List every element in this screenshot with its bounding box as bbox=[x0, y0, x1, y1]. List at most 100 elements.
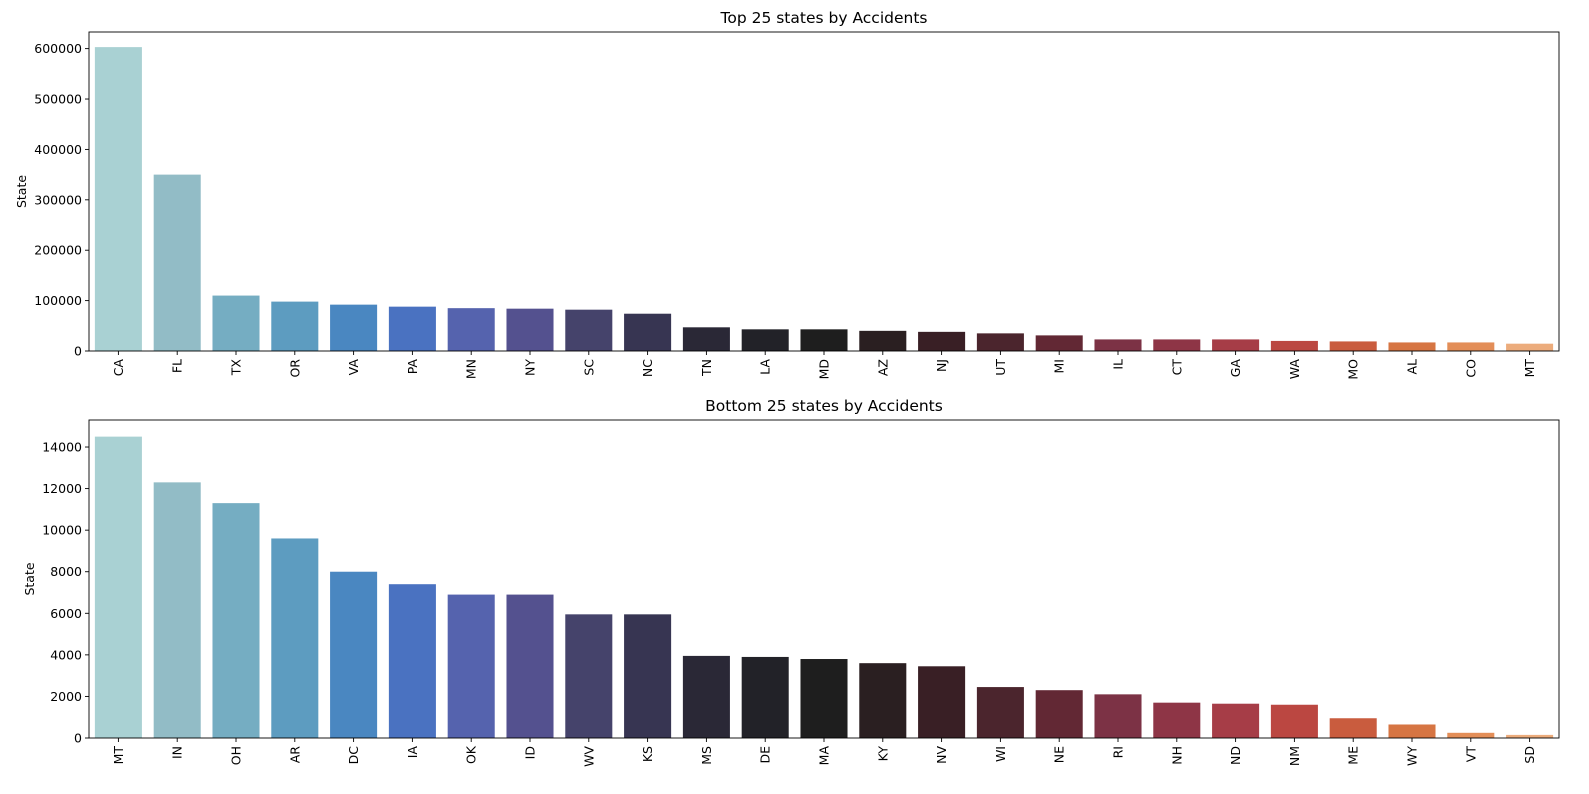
bar-nv bbox=[918, 666, 966, 738]
y-axis-label: State bbox=[14, 175, 29, 208]
bar-sd bbox=[1506, 734, 1554, 738]
y-tick-label: 600000 bbox=[34, 41, 82, 56]
y-tick-label: 500000 bbox=[34, 92, 82, 107]
bar-ms bbox=[682, 655, 730, 738]
x-tick-label-wy: WY bbox=[1405, 746, 1420, 766]
x-tick-label-sd: SD bbox=[1522, 746, 1537, 764]
bar-nc bbox=[624, 313, 672, 351]
x-tick-label-ga: GA bbox=[1228, 359, 1243, 378]
y-tick-label: 0 bbox=[74, 344, 82, 359]
chart-title: Bottom 25 states by Accidents bbox=[705, 397, 943, 415]
bar-wy bbox=[1388, 724, 1436, 738]
x-tick-label-fl: FL bbox=[170, 359, 185, 373]
x-tick-label-sc: SC bbox=[581, 359, 596, 376]
y-tick-label: 6000 bbox=[50, 606, 82, 621]
bar-ne bbox=[1035, 690, 1083, 738]
bar-ga bbox=[1212, 339, 1260, 351]
bar-fl bbox=[153, 174, 201, 351]
bar-md bbox=[800, 329, 848, 351]
bar-in bbox=[153, 482, 201, 738]
x-tick-label-nv: NV bbox=[934, 746, 949, 764]
x-tick-label-nc: NC bbox=[640, 359, 655, 377]
x-tick-label-ky: KY bbox=[875, 746, 890, 762]
x-tick-label-or: OR bbox=[287, 359, 302, 378]
x-tick-label-vt: VT bbox=[1463, 746, 1478, 763]
x-tick-label-in: IN bbox=[170, 746, 185, 759]
y-tick-label: 200000 bbox=[34, 243, 82, 258]
x-tick-label-wa: WA bbox=[1287, 359, 1302, 380]
x-tick-label-ne: NE bbox=[1052, 746, 1067, 763]
x-tick-label-nd: ND bbox=[1228, 746, 1243, 765]
bar-pa bbox=[388, 306, 436, 351]
x-tick-label-ny: NY bbox=[523, 359, 538, 376]
bar-mn bbox=[447, 308, 495, 351]
bar-ct bbox=[1153, 339, 1201, 351]
x-tick-label-ut: UT bbox=[993, 359, 1008, 376]
bar-sc bbox=[565, 309, 613, 351]
x-tick-label-mi: MI bbox=[1052, 359, 1067, 373]
x-tick-label-ks: KS bbox=[640, 746, 655, 762]
x-tick-label-dc: DC bbox=[346, 746, 361, 765]
x-tick-label-mt: MT bbox=[111, 746, 126, 765]
chart-panel-2: 0 2000 4000 6000 8000 10000 12000 14000 MT IN OH AR… bbox=[22, 397, 1560, 767]
x-tick-label-tx: TX bbox=[229, 359, 244, 377]
bar-ny bbox=[506, 308, 554, 351]
x-tick-label-me: ME bbox=[1346, 746, 1361, 765]
y-tick-label: 100000 bbox=[34, 293, 82, 308]
x-tick-label-ar: AR bbox=[287, 746, 302, 764]
y-tick-label: 4000 bbox=[50, 647, 82, 662]
x-tick-label-mt: MT bbox=[1522, 359, 1537, 378]
x-tick-label-ct: CT bbox=[1169, 359, 1184, 376]
bar-la bbox=[741, 329, 789, 351]
bar-wa bbox=[1270, 340, 1318, 351]
bar-me bbox=[1329, 718, 1377, 738]
bar-tx bbox=[212, 295, 260, 351]
x-tick-label-va: VA bbox=[346, 359, 361, 376]
x-tick-label-id: ID bbox=[523, 746, 538, 759]
x-tick-label-oh: OH bbox=[229, 746, 244, 765]
y-tick-label: 12000 bbox=[42, 481, 82, 496]
bar-ks bbox=[624, 614, 672, 738]
bar-co bbox=[1447, 342, 1495, 351]
x-tick-label-ia: IA bbox=[405, 746, 420, 759]
x-tick-label-pa: PA bbox=[405, 359, 420, 375]
bar-id bbox=[506, 594, 554, 738]
y-tick-label: 14000 bbox=[42, 440, 82, 455]
x-tick-label-la: LA bbox=[758, 359, 773, 375]
bar-ok bbox=[447, 594, 495, 738]
bar-va bbox=[330, 304, 378, 351]
bar-ar bbox=[271, 538, 319, 738]
x-tick-label-ok: OK bbox=[464, 745, 479, 764]
x-tick-label-ca: CA bbox=[111, 359, 126, 377]
bar-ri bbox=[1094, 694, 1142, 738]
x-tick-label-az: AZ bbox=[875, 359, 890, 376]
bar-or bbox=[271, 301, 319, 351]
x-tick-label-wv: WV bbox=[581, 746, 596, 767]
bar-il bbox=[1094, 339, 1142, 351]
x-tick-label-nj: NJ bbox=[934, 359, 949, 372]
bar-wi bbox=[976, 687, 1024, 738]
bar-mt bbox=[1506, 343, 1554, 351]
x-tick-label-ri: RI bbox=[1111, 746, 1126, 758]
bar-oh bbox=[212, 503, 260, 738]
y-tick-label: 8000 bbox=[50, 564, 82, 579]
x-tick-label-nm: NM bbox=[1287, 746, 1302, 766]
bar-mo bbox=[1329, 341, 1377, 351]
x-tick-label-nh: NH bbox=[1169, 746, 1184, 765]
bar-ca bbox=[94, 47, 142, 352]
y-tick-label: 0 bbox=[74, 731, 82, 746]
bar-vt bbox=[1447, 732, 1495, 738]
bar-ut bbox=[976, 333, 1024, 351]
y-tick-label: 300000 bbox=[34, 192, 82, 207]
bar-az bbox=[859, 330, 907, 351]
x-tick-label-de: DE bbox=[758, 746, 773, 764]
bar-de bbox=[741, 656, 789, 738]
bar-nm bbox=[1270, 704, 1318, 738]
bar-al bbox=[1388, 342, 1436, 351]
y-axis-label: State bbox=[22, 562, 37, 595]
bar-mt bbox=[94, 436, 142, 738]
x-tick-label-co: CO bbox=[1463, 359, 1478, 378]
bar-nh bbox=[1153, 702, 1201, 738]
